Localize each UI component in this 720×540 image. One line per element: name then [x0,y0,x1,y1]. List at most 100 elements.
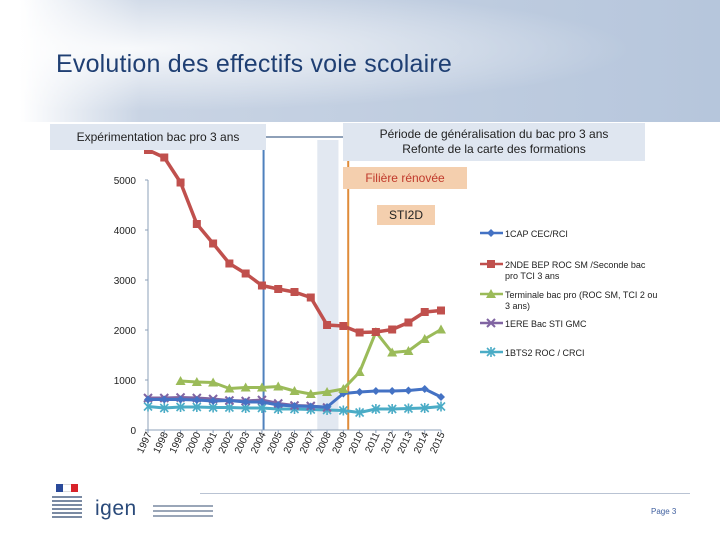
x-tick-label: 2015 [428,430,448,455]
series-5-point [387,404,397,414]
series-3-point [191,377,202,386]
series-2-point [144,146,152,154]
series-3-point [305,389,316,398]
series-1-point [209,397,218,405]
y-tick-label: 3000 [114,276,137,287]
series-1-point [144,395,152,404]
series-2-point [437,306,445,315]
sti2d-callout: STI2D [377,205,435,225]
legend-label-line: 1ERE Bac STI GMC [505,319,587,329]
series-1-point [371,387,380,395]
igen-logo: igen [95,497,213,521]
legend-item-1: 1CAP CEC/RCI [480,229,568,239]
series-1-point [323,403,332,411]
series-5-point [338,405,348,416]
series-5-point [420,403,430,413]
legend-item-5: 1BTS2 ROC / CRCI [480,347,585,358]
legend-marker [486,289,496,298]
legend-label: 1ERE Bac STI GMC [505,319,587,329]
legend-label: 1BTS2 ROC / CRCI [505,348,585,358]
legend-label: Terminale bac pro (ROC SM, TCI 2 ou 3 ans… [505,290,657,311]
series-5-point [355,407,365,418]
legend-label-line: 2NDE BEP ROC SM /Seconde bac [505,260,646,270]
series-1-point [225,396,234,405]
series-3-point [387,347,398,357]
series-2-point [274,285,283,293]
shaded-band [317,140,339,430]
series-2-point [420,308,429,316]
legend-item-2: 2NDE BEP ROC SM /Seconde bac pro TCI 3 an… [480,260,646,281]
y-tick-label: 0 [130,426,136,437]
shaded-band-layer [317,140,339,430]
legend-label-line: pro TCI 3 ans [505,271,560,281]
marianne-logo [50,484,84,528]
legend-label-line: 1CAP CEC/RCI [505,229,568,239]
series-1-point [388,387,397,395]
series-2-point [404,318,413,327]
series-3-point [208,377,219,387]
filiere-callout: Filière rénovée [343,167,467,189]
y-tick-label: 2000 [114,326,137,337]
legend-marker [486,347,496,357]
series-3-point [322,387,333,396]
series-3-point [273,381,284,391]
series-1-point [160,395,169,404]
series-5-point [403,403,414,414]
legend-marker [486,318,496,328]
legend-label: 1CAP CEC/RCI [505,229,568,239]
legend-marker [487,260,495,268]
y-tick-label: 4000 [114,226,137,237]
series-3-point [175,376,186,385]
series-2-point [225,259,234,268]
series-3-point [256,382,267,392]
series-5-point [175,402,186,412]
page-number: Page 3 [651,507,677,516]
series-layer [143,146,446,418]
series-2-point [371,328,380,336]
series-5-point [371,404,381,414]
generalisation-line1: Période de généralisation du bac pro 3 a… [379,127,609,141]
experimentation-callout: Expérimentation bac pro 3 ans [50,124,266,150]
series-1-point [306,402,315,411]
series-2-point [160,153,169,162]
legend-label: 2NDE BEP ROC SM /Seconde bac pro TCI 3 an… [505,260,646,281]
series-1-point [437,393,445,401]
title-band [0,0,720,122]
series-2-point [323,321,332,329]
series-1-point [355,388,364,396]
series-2-point [176,178,185,187]
series-2-point [355,328,364,337]
series-1-point [420,385,429,393]
legend-layer: 1CAP CEC/RCI 2NDE BEP ROC SM /Seconde bac… [480,229,657,358]
series-3-point [338,384,349,393]
series-2 [144,146,445,337]
series-3-point [436,324,446,334]
page-title: Evolution des effectifs voie scolaire [56,50,453,78]
series-3 [175,324,446,398]
series-1-point [290,402,299,410]
legend-item-3: Terminale bac pro (ROC SM, TCI 2 ou 3 ans… [480,289,657,311]
series-1-point [176,395,185,404]
series-2-point [192,220,201,228]
series-1-point [241,398,250,406]
y-tick-label: 5000 [114,176,137,187]
series-3-line [180,328,442,396]
generalisation-line2: Refonte de la carte des formations [402,142,586,156]
series-3-point [419,334,430,343]
series-1-point [257,398,266,406]
series-2-point [209,239,218,248]
series-2-point [241,269,250,278]
series-3-point [403,346,414,355]
series-1-point [192,396,201,404]
footer-separator [200,493,690,494]
series-3-point [354,367,365,376]
legend-item-4: 1ERE Bac STI GMC [480,318,587,329]
legend-label-line: 3 ans) [505,301,530,311]
legend-label-line: Terminale bac pro (ROC SM, TCI 2 ou [505,290,657,300]
y-tick-label: 1000 [114,376,137,387]
series-2-point [290,288,299,296]
series-2-point [306,293,315,302]
series-3-point [240,382,251,392]
series-2-point [257,281,266,290]
series-3-point [224,383,235,393]
